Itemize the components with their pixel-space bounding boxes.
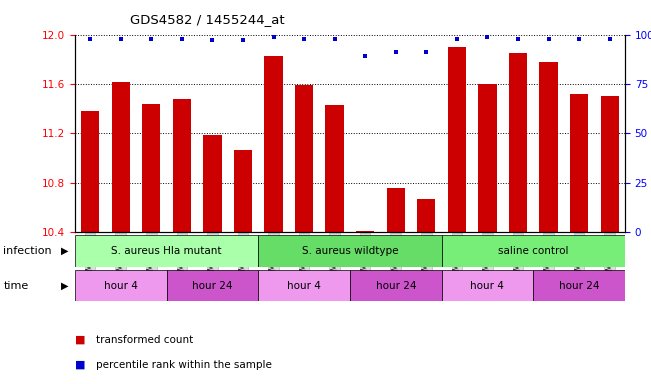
Bar xyxy=(234,149,252,232)
Text: S. aureus Hla mutant: S. aureus Hla mutant xyxy=(111,246,222,256)
Point xyxy=(544,35,554,41)
Bar xyxy=(142,104,160,232)
Bar xyxy=(264,56,283,232)
Point xyxy=(513,35,523,41)
Bar xyxy=(540,62,558,232)
Bar xyxy=(203,135,221,232)
Point xyxy=(238,37,248,43)
Text: ▶: ▶ xyxy=(61,246,68,256)
Text: time: time xyxy=(3,281,29,291)
Point xyxy=(452,35,462,41)
Point xyxy=(146,35,156,41)
Bar xyxy=(167,270,258,301)
Text: ▶: ▶ xyxy=(61,281,68,291)
Point xyxy=(482,33,493,40)
Bar xyxy=(448,47,466,232)
Text: ■: ■ xyxy=(75,335,85,345)
Bar xyxy=(356,231,374,232)
Bar xyxy=(75,270,167,301)
Bar xyxy=(350,270,441,301)
Point xyxy=(299,35,309,41)
Bar xyxy=(387,188,405,232)
Bar xyxy=(173,99,191,232)
Bar xyxy=(478,84,497,232)
Bar xyxy=(417,199,436,232)
Text: hour 4: hour 4 xyxy=(471,281,505,291)
Point xyxy=(268,33,279,40)
Text: transformed count: transformed count xyxy=(96,335,193,345)
Bar xyxy=(509,53,527,232)
Bar xyxy=(600,96,619,232)
Bar xyxy=(111,81,130,232)
Point xyxy=(574,35,585,41)
Text: percentile rank within the sample: percentile rank within the sample xyxy=(96,360,272,370)
Point xyxy=(360,53,370,60)
Text: S. aureus wildtype: S. aureus wildtype xyxy=(301,246,398,256)
Text: hour 4: hour 4 xyxy=(287,281,321,291)
Point xyxy=(605,35,615,41)
Point xyxy=(391,49,401,55)
Text: infection: infection xyxy=(3,246,52,256)
Bar xyxy=(295,85,313,232)
Bar xyxy=(533,270,625,301)
Text: saline control: saline control xyxy=(498,246,568,256)
Point xyxy=(329,35,340,41)
Text: hour 24: hour 24 xyxy=(559,281,600,291)
Bar xyxy=(75,235,258,267)
Bar xyxy=(258,235,441,267)
Text: GDS4582 / 1455244_at: GDS4582 / 1455244_at xyxy=(130,13,285,26)
Text: hour 24: hour 24 xyxy=(192,281,232,291)
Bar xyxy=(441,235,625,267)
Text: hour 24: hour 24 xyxy=(376,281,416,291)
Bar xyxy=(441,270,533,301)
Bar xyxy=(258,270,350,301)
Point xyxy=(207,37,217,43)
Bar xyxy=(81,111,100,232)
Bar xyxy=(326,105,344,232)
Point xyxy=(85,35,95,41)
Text: hour 4: hour 4 xyxy=(104,281,137,291)
Bar xyxy=(570,94,589,232)
Point xyxy=(176,35,187,41)
Point xyxy=(421,49,432,55)
Point xyxy=(115,35,126,41)
Text: ■: ■ xyxy=(75,360,85,370)
